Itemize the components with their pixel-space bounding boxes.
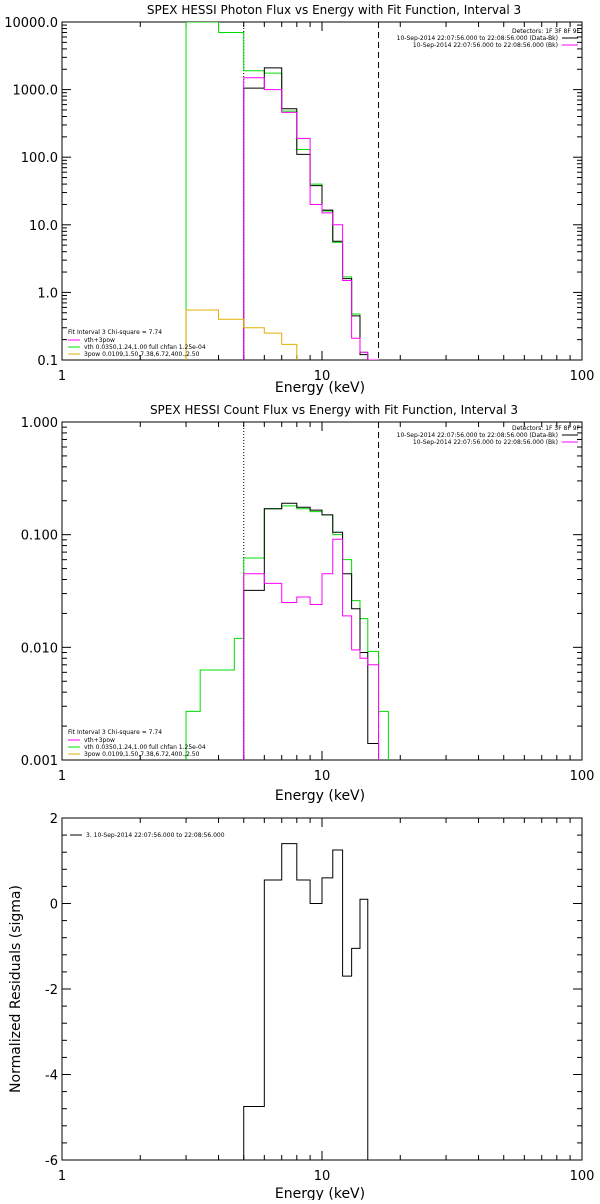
x-tick-label: 10 <box>314 769 331 784</box>
fit-legend-entry-3pow: 3pow 0.0109,1.50,7.38,6.72,400.,2.50 <box>84 751 200 758</box>
fit-legend-entry-vth: vth 0.0350,1.24,1.00 full chfan 1.25e-04 <box>84 744 206 751</box>
y-tick-label: 100.0 <box>21 151 58 166</box>
y-tick-label: 1000.0 <box>13 84 59 99</box>
count-flux-title: SPEX HESSI Count Flux vs Energy with Fit… <box>150 403 518 417</box>
count-flux-plot: 1 10 100 0.001 0.010 0.100 1.000 <box>21 416 595 784</box>
y-tick-label: 0.1 <box>37 354 58 369</box>
legend-header: Detectors: 1F 3F 8F 9F <box>512 425 581 432</box>
photon-flux-plot: 1 10 100 0.1 1.0 10.0 100.0 1000.0 10000.0 <box>4 16 594 384</box>
count-flux-xlabel: Energy (keV) <box>275 788 365 804</box>
legend-header: Detectors: 1F 3F 8F 9F <box>512 28 581 35</box>
x-tick-label: 100 <box>570 1169 595 1184</box>
x-tick-label: 1 <box>58 369 66 384</box>
y-tick-label: 1.000 <box>21 416 58 431</box>
y-tick-label: 0.001 <box>21 754 58 769</box>
y-tick-label: -2 <box>45 983 58 998</box>
fit-legend-entry-3pow: 3pow 0.0109,1.50,7.38,6.72,400.,2.50 <box>84 351 200 358</box>
count-flux-legend-top: Detectors: 1F 3F 8F 9F 10-Sep-2014 22:07… <box>397 425 581 446</box>
x-tick-label: 1 <box>58 1169 66 1184</box>
fit-legend-header: Fit Interval 3 Chi-square = 7.74 <box>68 329 162 336</box>
fit-legend-header: Fit Interval 3 Chi-square = 7.74 <box>68 729 162 736</box>
y-tick-label: 1.0 <box>37 286 58 301</box>
series-step-line <box>243 538 380 760</box>
residuals-panel: 1 10 100 -6 -4 -2 0 2 Energy (keV) Normalized R… <box>8 812 594 1202</box>
y-tick-label: 0 <box>50 898 58 913</box>
photon-flux-title: SPEX HESSI Photon Flux vs Energy with Fi… <box>147 3 521 17</box>
fit-legend-entry-vth: vth 0.0350,1.24,1.00 full chfan 1.25e-04 <box>84 344 206 351</box>
y-tick-label: 2 <box>50 812 58 827</box>
legend-entry-bk: 10-Sep-2014 22:07:56.000 to 22:08:56.000… <box>413 439 558 446</box>
residuals-xlabel: Energy (keV) <box>275 1186 365 1200</box>
y-tick-label: 10000.0 <box>4 16 58 31</box>
series-step-line <box>185 505 389 760</box>
photon-flux-xlabel: Energy (keV) <box>275 380 365 396</box>
y-tick-label: 0.100 <box>21 529 58 544</box>
x-tick-label: 100 <box>570 369 595 384</box>
fit-legend-entry-vth-3pow: vth+3pow <box>84 737 115 744</box>
series-step-line <box>185 309 298 360</box>
x-tick-label: 10 <box>314 1169 331 1184</box>
legend-entry-bk: 10-Sep-2014 22:07:56.000 to 22:08:56.000… <box>413 42 558 49</box>
x-tick-label: 100 <box>570 769 595 784</box>
fit-legend-entry-vth-3pow: vth+3pow <box>84 337 115 344</box>
y-tick-label: 10.0 <box>29 219 58 234</box>
series-step-line <box>243 502 380 760</box>
y-tick-label: -4 <box>45 1069 58 1084</box>
y-tick-label: -6 <box>45 1154 58 1169</box>
count-flux-panel: SPEX HESSI Count Flux vs Energy with Fit… <box>21 403 595 804</box>
photon-flux-legend-bottom: Fit Interval 3 Chi-square = 7.74 vth+3po… <box>68 329 206 358</box>
count-flux-legend-bottom: Fit Interval 3 Chi-square = 7.74 vth+3po… <box>68 729 206 758</box>
series-step-line <box>243 843 379 1160</box>
residuals-legend-entry: 3. 10-Sep-2014 22:07:56.000 to 22:08:56.… <box>86 832 225 839</box>
residuals-ylabel: Normalized Residuals (sigma) <box>8 885 24 1093</box>
photon-flux-legend-top: Detectors: 1F 3F 8F 9F 10-Sep-2014 22:07… <box>397 28 581 49</box>
residuals-plot: 1 10 100 -6 -4 -2 0 2 <box>45 812 594 1184</box>
x-tick-label: 10 <box>314 369 331 384</box>
x-tick-label: 1 <box>58 769 66 784</box>
residuals-legend: 3. 10-Sep-2014 22:07:56.000 to 22:08:56.… <box>70 832 225 839</box>
series-step-line <box>243 77 379 360</box>
legend-entry-data-bk: 10-Sep-2014 22:07:56.000 to 22:08:56.000… <box>397 35 558 42</box>
legend-entry-data-bk: 10-Sep-2014 22:07:56.000 to 22:08:56.000… <box>397 432 558 439</box>
photon-flux-panel: SPEX HESSI Photon Flux vs Energy with Fi… <box>4 3 594 396</box>
y-tick-label: 0.010 <box>21 641 58 656</box>
